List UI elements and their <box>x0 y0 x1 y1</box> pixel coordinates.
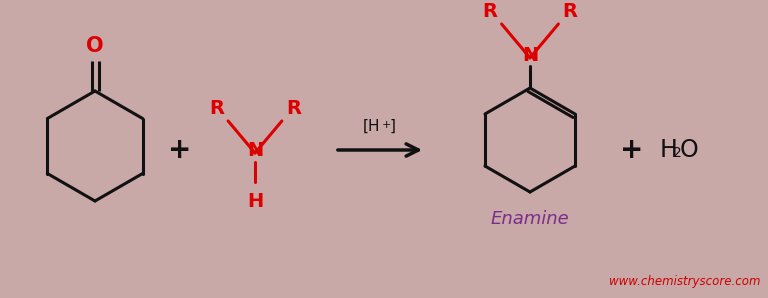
Text: H: H <box>247 192 263 211</box>
Text: R: R <box>286 99 301 118</box>
Text: Enamine: Enamine <box>491 210 569 228</box>
Text: R: R <box>209 99 224 118</box>
Text: O: O <box>86 36 104 56</box>
Text: R: R <box>562 2 578 21</box>
Text: [H: [H <box>362 119 380 134</box>
Text: H: H <box>660 138 678 162</box>
Text: N: N <box>247 142 263 161</box>
Text: R: R <box>482 2 498 21</box>
Text: +: + <box>382 120 392 130</box>
Text: +: + <box>168 136 192 164</box>
Text: N: N <box>522 46 538 65</box>
Text: ]: ] <box>390 119 396 134</box>
Text: www.chemistryscore.com: www.chemistryscore.com <box>608 275 760 288</box>
Text: +: + <box>621 136 644 164</box>
Text: O: O <box>680 138 699 162</box>
Text: 2: 2 <box>673 146 682 160</box>
